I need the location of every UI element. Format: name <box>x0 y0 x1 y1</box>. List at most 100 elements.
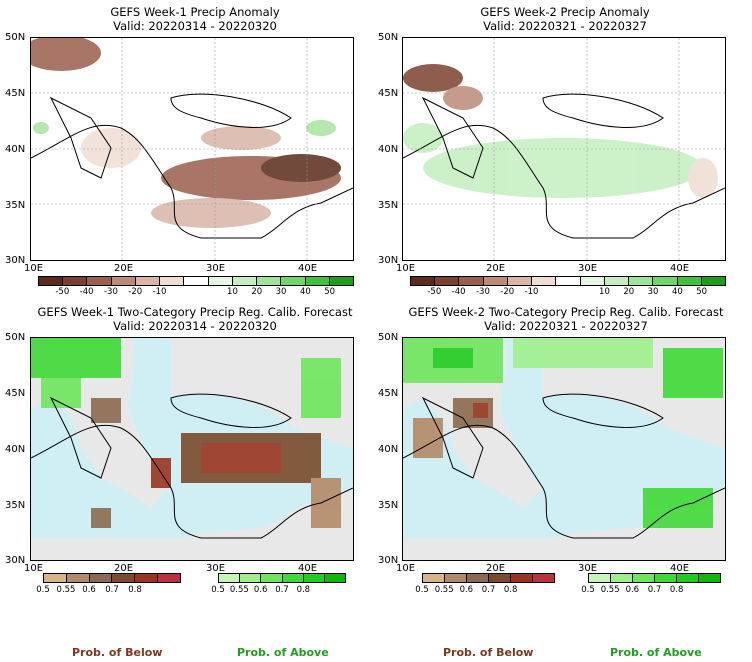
anomaly-swatch <box>556 277 581 285</box>
prob-below-swatch <box>89 574 113 582</box>
panel4-above-ticks: 0.5 0.55 0.6 0.7 0.8 <box>581 585 721 597</box>
panel3-title: GEFS Week-1 Two-Category Precip Reg. Cal… <box>37 305 353 319</box>
p2-lat-40n: 40N <box>378 144 399 155</box>
anomaly-tick-label: 30 <box>275 287 287 297</box>
prob-below-swatch <box>467 574 489 582</box>
panel1-anomaly-colorbar <box>38 276 354 286</box>
anomaly-swatch <box>677 277 702 285</box>
p3-lat-30n: 30N <box>5 555 26 566</box>
prob-below-swatch <box>158 574 180 582</box>
anomaly-tick-label: -40 <box>79 287 94 297</box>
colorbar-tick-label: 0.5 <box>36 585 50 595</box>
anomaly-swatch <box>532 277 557 285</box>
anomaly-tick-label: -40 <box>451 287 466 297</box>
prob-below-swatch <box>445 574 467 582</box>
panel1-colorbar-ticks: -50 -40 -30 -20 -10 10 20 30 40 50 <box>38 287 354 299</box>
colorbar-tick-label: 0.55 <box>229 585 249 595</box>
anomaly-tick-label: 20 <box>251 287 263 297</box>
prob-below-swatch <box>112 574 136 582</box>
anomaly-swatch <box>629 277 654 285</box>
panel1-title: GEFS Week-1 Precip Anomaly <box>110 5 280 19</box>
anomaly-tick-label: -30 <box>103 287 118 297</box>
anomaly-tick-label: 50 <box>696 287 708 297</box>
prob-above-swatch <box>677 574 699 582</box>
anomaly-tick-label: -10 <box>152 287 167 297</box>
anomaly-swatch <box>87 277 112 285</box>
prob-below-swatch <box>66 574 90 582</box>
colorbar-tick-label: 0.55 <box>600 585 620 595</box>
p2-lon-10e: 10E <box>396 263 416 274</box>
panel3-valid: Valid: 20220314 - 20220320 <box>113 319 277 333</box>
anomaly-tick-label: 50 <box>324 287 336 297</box>
panel1-map <box>30 37 354 261</box>
anomaly-tick-label: 10 <box>227 287 238 297</box>
prob-above-swatch <box>589 574 611 582</box>
p1-lat-50n: 50N <box>5 32 26 43</box>
p3-lon-10e: 10E <box>24 563 44 574</box>
prob-above-swatch <box>240 574 262 582</box>
anomaly-swatch <box>160 277 185 285</box>
anomaly-swatch <box>39 277 64 285</box>
p1-lon-10e: 10E <box>24 263 44 274</box>
colorbar-tick-label: 0.6 <box>253 585 268 595</box>
colorbar-tick-label: 0.6 <box>459 585 474 595</box>
anomaly-swatch <box>507 277 533 285</box>
colorbar-tick-label: 0.7 <box>647 585 662 595</box>
panel4-title: GEFS Week-2 Two-Category Precip Reg. Cal… <box>408 305 724 319</box>
anomaly-tick-label: 40 <box>671 287 683 297</box>
panel3-above-colorbar <box>218 573 346 583</box>
p4-lat-50n: 50N <box>378 332 399 343</box>
panel2-map <box>402 37 726 261</box>
p3-lon-40e: 40E <box>298 563 318 574</box>
anomaly-swatch <box>257 277 282 285</box>
anomaly-swatch <box>329 277 354 285</box>
anomaly-swatch <box>435 277 460 285</box>
prob-below-swatch <box>135 574 159 582</box>
panel4-valid: Valid: 20220321 - 20220327 <box>484 319 648 333</box>
panel4-map <box>402 337 726 561</box>
colorbar-tick-label: 0.5 <box>211 585 225 595</box>
colorbar-tick-label: 0.8 <box>296 585 311 595</box>
p1-lon-30e: 30E <box>206 263 226 274</box>
prob-below-swatch <box>533 574 554 582</box>
anomaly-swatch <box>701 277 726 285</box>
colorbar-tick-label: 0.8 <box>503 585 518 595</box>
anomaly-tick-label: -50 <box>55 287 70 297</box>
panel3-below-colorbar <box>43 573 181 583</box>
p2-lon-40e: 40E <box>670 263 690 274</box>
panel2-title: GEFS Week-2 Precip Anomaly <box>480 5 650 19</box>
prob-above-swatch <box>261 574 283 582</box>
p4-lat-35n: 35N <box>378 500 399 511</box>
colorbar-tick-label: 0.7 <box>275 585 289 595</box>
panel3-prob-below-label: Prob. of Below <box>72 646 163 659</box>
p2-lat-30n: 30N <box>378 255 399 266</box>
anomaly-tick-label: -50 <box>427 287 442 297</box>
panel4-below-colorbar <box>422 573 555 583</box>
panel3-above-ticks: 0.5 0.55 0.6 0.7 0.8 <box>211 585 346 597</box>
prob-above-swatch <box>699 574 720 582</box>
prob-above-swatch <box>303 574 325 582</box>
p3-lat-50n: 50N <box>5 332 26 343</box>
colorbar-tick-label: 0.55 <box>434 585 454 595</box>
anomaly-tick-label: -10 <box>524 287 539 297</box>
prob-above-swatch <box>324 574 346 582</box>
p2-lat-45n: 45N <box>378 88 399 99</box>
colorbar-tick-label: 0.5 <box>581 585 595 595</box>
anomaly-tick-label: -30 <box>475 287 490 297</box>
anomaly-swatch <box>111 277 136 285</box>
panel2-anomaly-colorbar <box>410 276 726 286</box>
p4-lat-40n: 40N <box>378 444 399 455</box>
colorbar-tick-label: 0.6 <box>82 585 96 595</box>
prob-above-swatch <box>611 574 633 582</box>
p1-lat-45n: 45N <box>5 88 26 99</box>
p3-lat-45n: 45N <box>5 388 26 399</box>
panel3-prob-above-label: Prob. of Above <box>237 646 329 659</box>
p4-lon-30e: 30E <box>578 563 598 574</box>
colorbar-tick-label: 0.8 <box>669 585 684 595</box>
colorbar-tick-label: 0.8 <box>128 585 142 595</box>
anomaly-swatch <box>281 277 306 285</box>
p4-lon-20e: 20E <box>486 563 506 574</box>
prob-below-swatch <box>423 574 445 582</box>
anomaly-swatch <box>305 277 330 285</box>
anomaly-swatch <box>232 277 258 285</box>
